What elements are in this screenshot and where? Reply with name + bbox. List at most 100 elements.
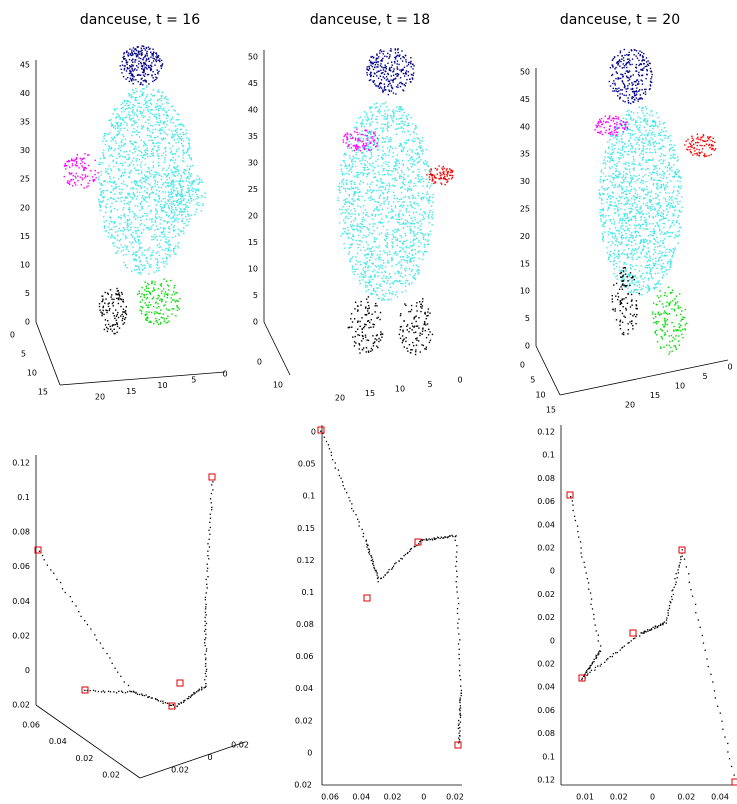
- point: [416, 158, 417, 159]
- point: [375, 291, 376, 292]
- point: [170, 183, 171, 184]
- point: [394, 273, 395, 274]
- point: [414, 160, 415, 161]
- point: [131, 97, 132, 98]
- point: [414, 138, 415, 139]
- point: [677, 190, 678, 191]
- point: [598, 189, 599, 190]
- point: [140, 179, 141, 180]
- point: [427, 216, 428, 217]
- point: [364, 167, 365, 168]
- tick-label: 0.08: [296, 620, 314, 629]
- point: [88, 165, 89, 166]
- tick-label: 25: [248, 185, 258, 194]
- point: [420, 304, 421, 305]
- tick-label: 15: [248, 238, 258, 247]
- point: [106, 203, 107, 204]
- point: [634, 49, 635, 50]
- point: [376, 58, 377, 59]
- point: [145, 122, 146, 123]
- point: [382, 103, 383, 104]
- point: [363, 167, 364, 168]
- point: [162, 169, 163, 170]
- point: [376, 72, 377, 73]
- point: [631, 82, 632, 83]
- point: [366, 119, 367, 120]
- point: [122, 156, 123, 157]
- point: [400, 235, 401, 236]
- tick-label: 0.12: [537, 776, 555, 785]
- point: [402, 248, 403, 249]
- point: [145, 164, 146, 165]
- point: [156, 106, 157, 107]
- point: [625, 270, 626, 271]
- point: [663, 227, 664, 228]
- point: [174, 220, 175, 221]
- point: [669, 267, 670, 268]
- point: [132, 187, 133, 188]
- point: [169, 309, 170, 310]
- point: [358, 198, 359, 199]
- point: [378, 78, 379, 79]
- point: [617, 91, 618, 92]
- point: [172, 133, 173, 134]
- point: [392, 148, 393, 149]
- point: [373, 241, 374, 242]
- point: [183, 198, 184, 199]
- point: [407, 262, 408, 263]
- point: [114, 188, 115, 189]
- point: [139, 96, 140, 97]
- point: [422, 178, 423, 179]
- point: [158, 165, 159, 166]
- point: [388, 174, 389, 175]
- point: [118, 290, 119, 291]
- point: [622, 76, 623, 77]
- point: [663, 197, 664, 198]
- point: [166, 281, 167, 282]
- point: [156, 143, 157, 144]
- point: [143, 294, 144, 295]
- point: [624, 65, 625, 66]
- point: [378, 172, 379, 173]
- point: [655, 252, 656, 253]
- point: [615, 78, 616, 79]
- point: [631, 64, 632, 65]
- point: [399, 82, 400, 83]
- point: [409, 159, 410, 160]
- point: [374, 239, 375, 240]
- tick-label: 40: [20, 89, 30, 98]
- point: [153, 52, 154, 53]
- point: [370, 183, 371, 184]
- point: [104, 227, 105, 228]
- point: [139, 192, 140, 193]
- point: [140, 111, 141, 112]
- point: [381, 165, 382, 166]
- point: [420, 311, 421, 312]
- point: [159, 191, 160, 192]
- point: [377, 159, 378, 160]
- point: [171, 212, 172, 213]
- point: [139, 246, 140, 247]
- point: [416, 340, 417, 341]
- point: [620, 197, 621, 198]
- point: [204, 192, 205, 193]
- point: [161, 200, 162, 201]
- tick-label: 0.02: [76, 754, 94, 763]
- point: [154, 289, 155, 290]
- point: [346, 180, 347, 181]
- point: [409, 344, 410, 345]
- point: [74, 159, 75, 160]
- point: [368, 148, 369, 149]
- point: [183, 212, 184, 213]
- point: [352, 236, 353, 237]
- point: [137, 236, 138, 237]
- point: [119, 117, 120, 118]
- point: [189, 146, 190, 147]
- point: [423, 211, 424, 212]
- point: [366, 123, 367, 124]
- point: [366, 257, 367, 258]
- point: [348, 170, 349, 171]
- point: [113, 333, 114, 334]
- point: [397, 172, 398, 173]
- point: [408, 64, 409, 65]
